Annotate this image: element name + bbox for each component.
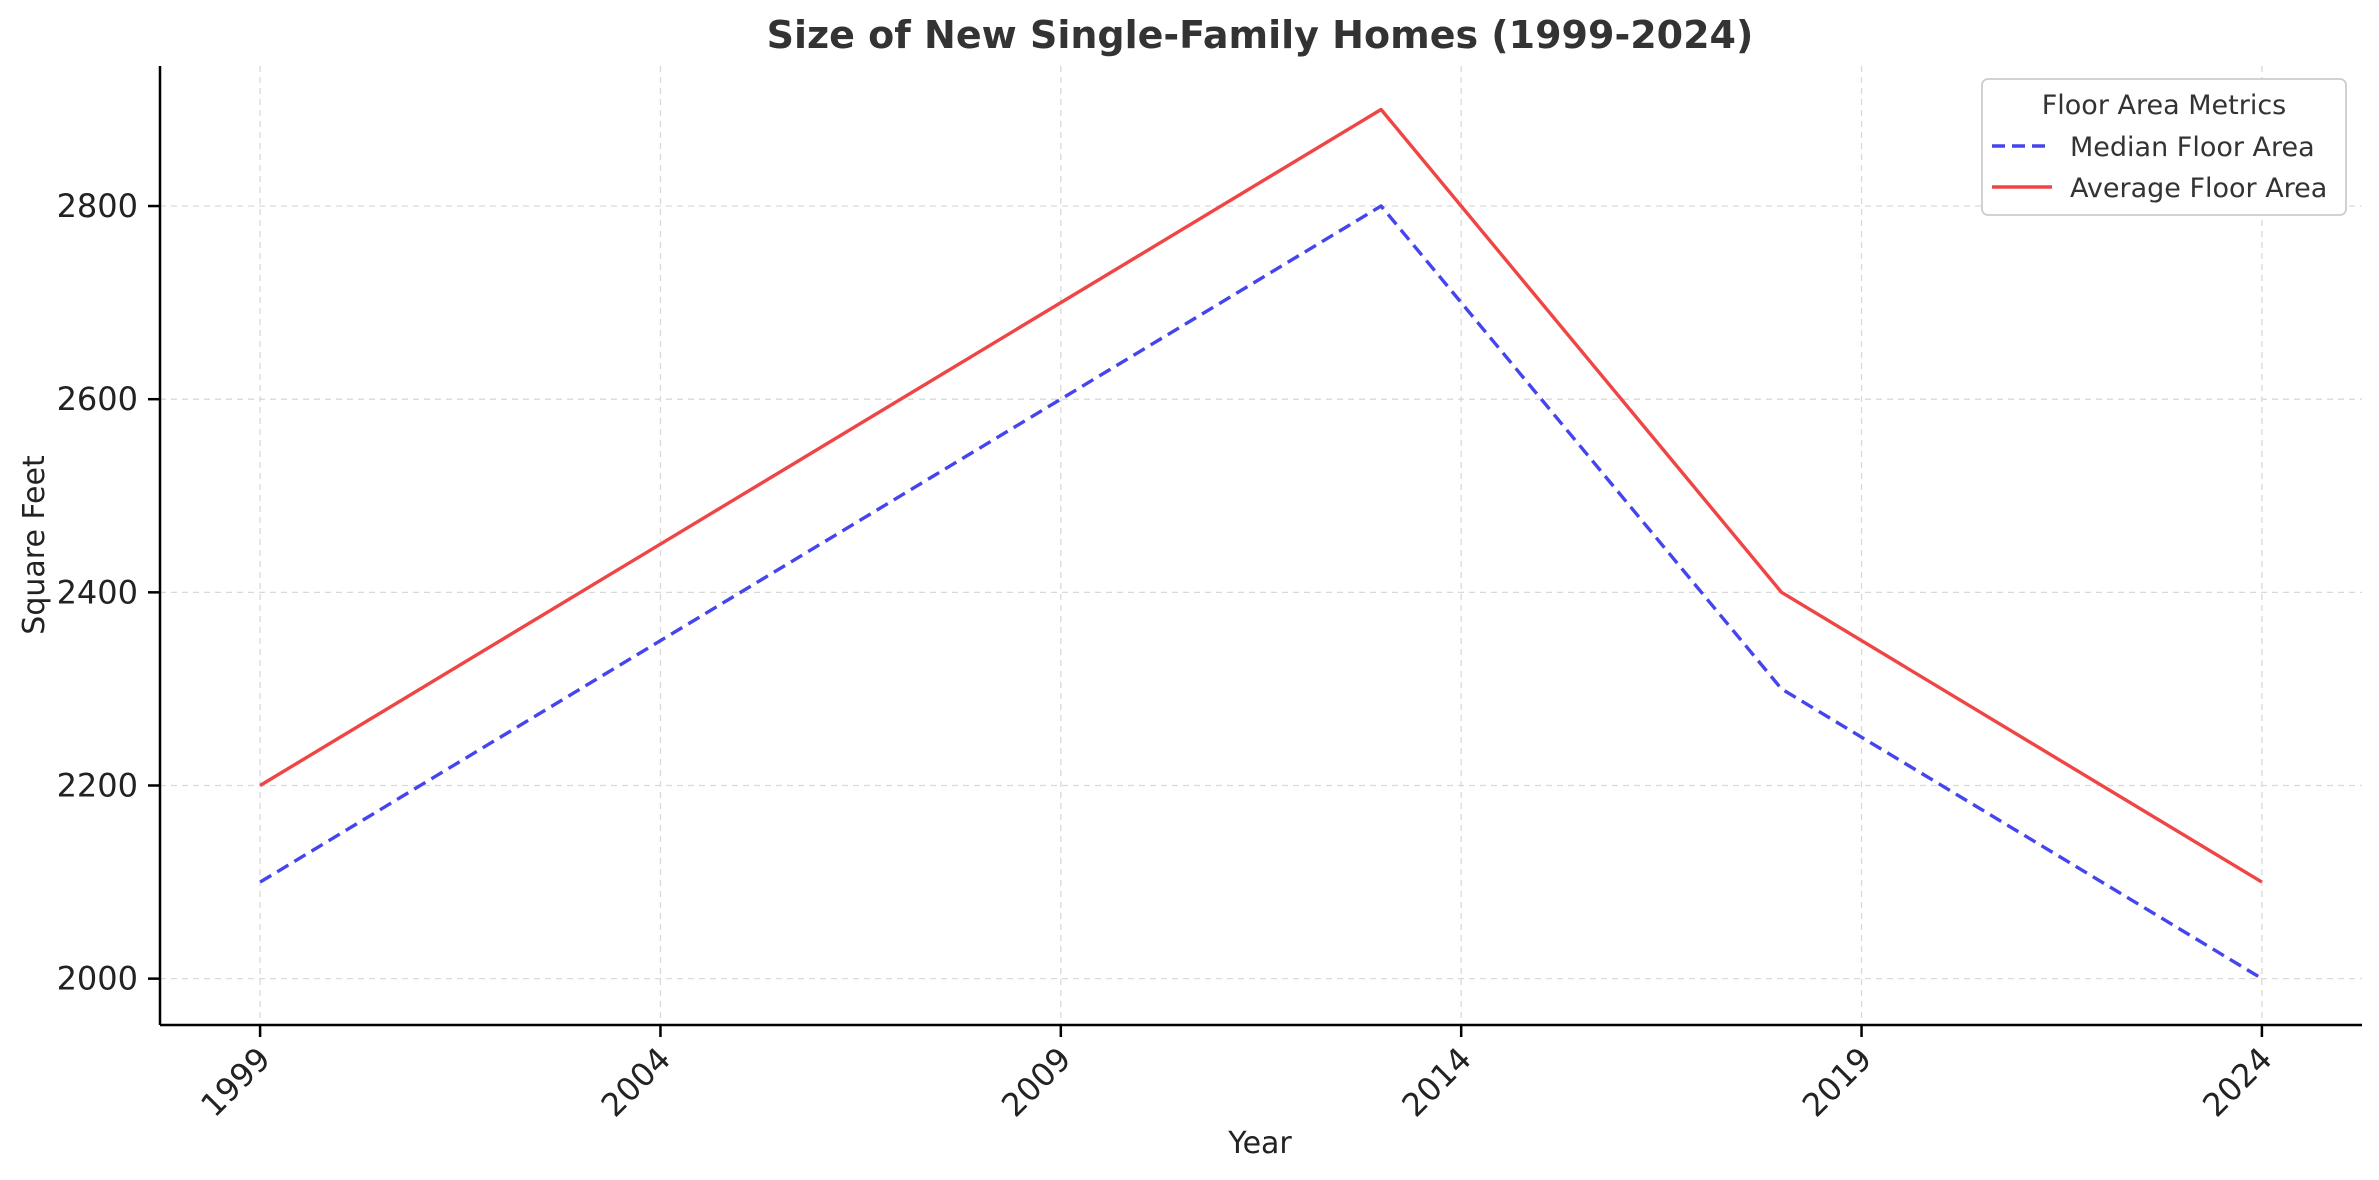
legend-title: Floor Area Metrics (2042, 90, 2286, 121)
x-tick-label: 2019 (1795, 1040, 1879, 1124)
series-line-average-floor-area (259, 107, 2263, 884)
y-tick-label: 2000 (57, 960, 138, 998)
y-tick-label: 2400 (57, 573, 138, 611)
y-tick-label: 2600 (57, 380, 138, 418)
x-axis-ticks: 1999 2004 2009 2014 2019 2024 (193, 1025, 2280, 1124)
legend: Floor Area Metrics Median Floor Area Ave… (1981, 78, 2347, 216)
x-tick-label: 2004 (594, 1040, 678, 1124)
legend-label-median: Median Floor Area (2070, 132, 2315, 163)
y-axis-label: Square Feet (17, 455, 52, 635)
x-axis-label: Year (1227, 1126, 1292, 1161)
y-axis-ticks: 2000 2200 2400 2600 2800 (57, 187, 160, 998)
y-tick-label: 2200 (57, 766, 138, 804)
x-tick-label: 2014 (1394, 1040, 1478, 1124)
series-line-median-floor-area (259, 204, 2263, 981)
x-tick-label: 1999 (193, 1040, 277, 1124)
legend-label-average: Average Floor Area (2070, 173, 2327, 204)
y-tick-label: 2800 (57, 187, 138, 225)
series-lines (259, 107, 2263, 981)
grid (160, 66, 2362, 1025)
legend-frame (1981, 78, 2347, 216)
chart-title: Size of New Single-Family Homes (1999-20… (767, 13, 1754, 57)
x-tick-label: 2009 (994, 1040, 1078, 1124)
x-tick-label: 2024 (2195, 1040, 2279, 1124)
